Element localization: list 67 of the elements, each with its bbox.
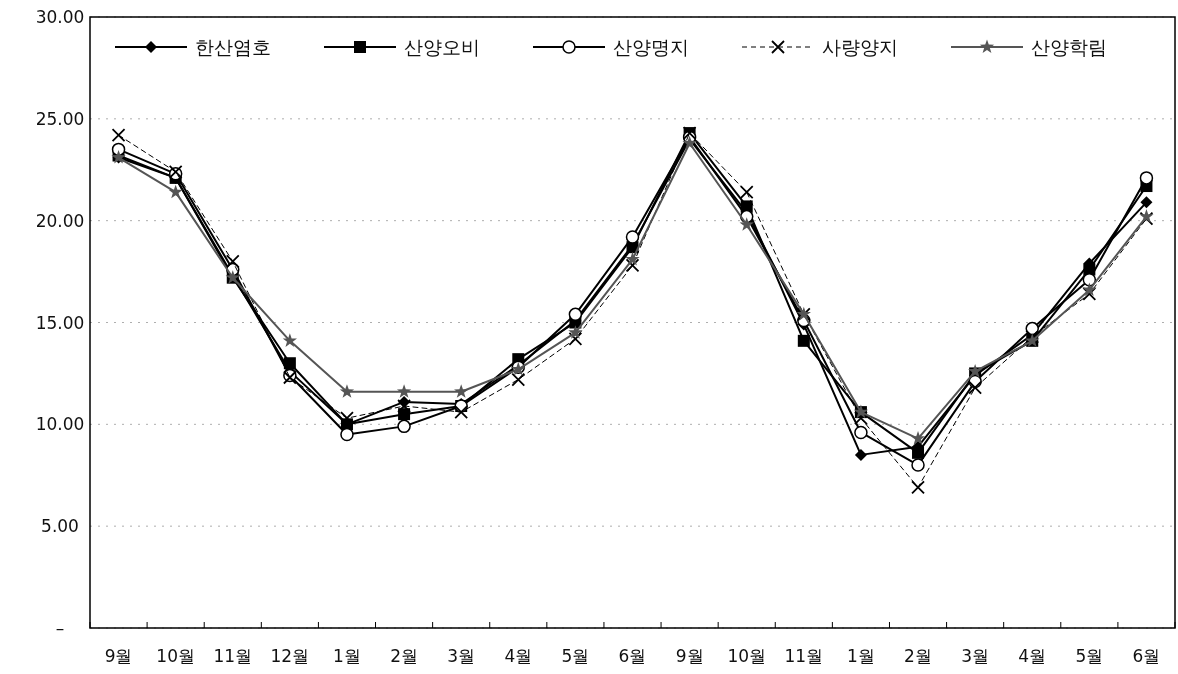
point [225, 254, 240, 269]
x-tick-label: 6월 [1132, 646, 1161, 666]
point [454, 405, 469, 420]
point [339, 384, 355, 398]
legend-label: 산양오비 [404, 36, 480, 58]
point [1140, 196, 1153, 209]
x-tick-label: 11월 [213, 646, 253, 666]
point [797, 334, 810, 347]
point [1082, 282, 1097, 296]
point [511, 372, 526, 387]
x-tick-label: 12월 [270, 646, 310, 666]
x-tick-label: 1월 [333, 646, 361, 666]
point [168, 184, 183, 199]
point [625, 230, 640, 244]
y-tick-label: 30.00 [35, 7, 85, 27]
x-tick-label: 3월 [447, 646, 476, 666]
point [568, 331, 583, 346]
point [968, 363, 983, 378]
x-tick-label: 4월 [1018, 646, 1047, 666]
point [397, 419, 411, 434]
point [1139, 171, 1154, 185]
point [911, 458, 925, 472]
point [910, 431, 926, 445]
point [111, 128, 126, 143]
point [625, 251, 640, 266]
point [568, 307, 583, 322]
legend-label: 사량양지 [822, 36, 898, 58]
point [682, 135, 697, 150]
x-tick-label: 5월 [561, 646, 590, 666]
x-tick-label: 2월 [904, 646, 932, 666]
x-tick-label: 11월 [784, 646, 824, 666]
point [1082, 272, 1097, 287]
x-tick-label: 5월 [1075, 646, 1104, 666]
point [340, 427, 354, 442]
y-tick-label: 25.00 [35, 108, 85, 129]
y-tick-label: 15.00 [35, 312, 85, 333]
point [568, 325, 583, 339]
x-tick-label: 10월 [156, 646, 195, 666]
point [739, 217, 754, 231]
x-tick-label: 4월 [504, 646, 533, 666]
point [912, 446, 925, 459]
point [396, 384, 412, 398]
y-tick-label: – [55, 618, 65, 638]
point [625, 258, 640, 273]
point [454, 384, 469, 398]
x-tick-label: 2월 [390, 646, 418, 666]
point [854, 448, 867, 461]
x-tick-label: 3월 [961, 646, 990, 666]
x-tick-label: 6월 [618, 646, 647, 666]
point [739, 185, 754, 200]
x-tick-label: 9월 [675, 646, 704, 666]
point [854, 425, 868, 440]
point [397, 399, 411, 413]
x-tick-label: 9월 [104, 646, 133, 666]
y-tick-label: 20.00 [35, 210, 85, 231]
point [1082, 287, 1097, 301]
legend-label: 한산염호 [195, 36, 271, 58]
y-tick-label: 10.00 [35, 414, 85, 435]
point [111, 142, 126, 157]
legend-label: 산양학림 [1031, 36, 1107, 58]
point [282, 333, 297, 347]
x-tick-label: 1월 [847, 646, 875, 666]
point [968, 380, 983, 395]
legend-label: 산양명지 [613, 36, 689, 58]
x-tick-label: 10월 [727, 646, 767, 666]
y-tick-label: 5.00 [41, 516, 79, 537]
point [911, 480, 925, 495]
